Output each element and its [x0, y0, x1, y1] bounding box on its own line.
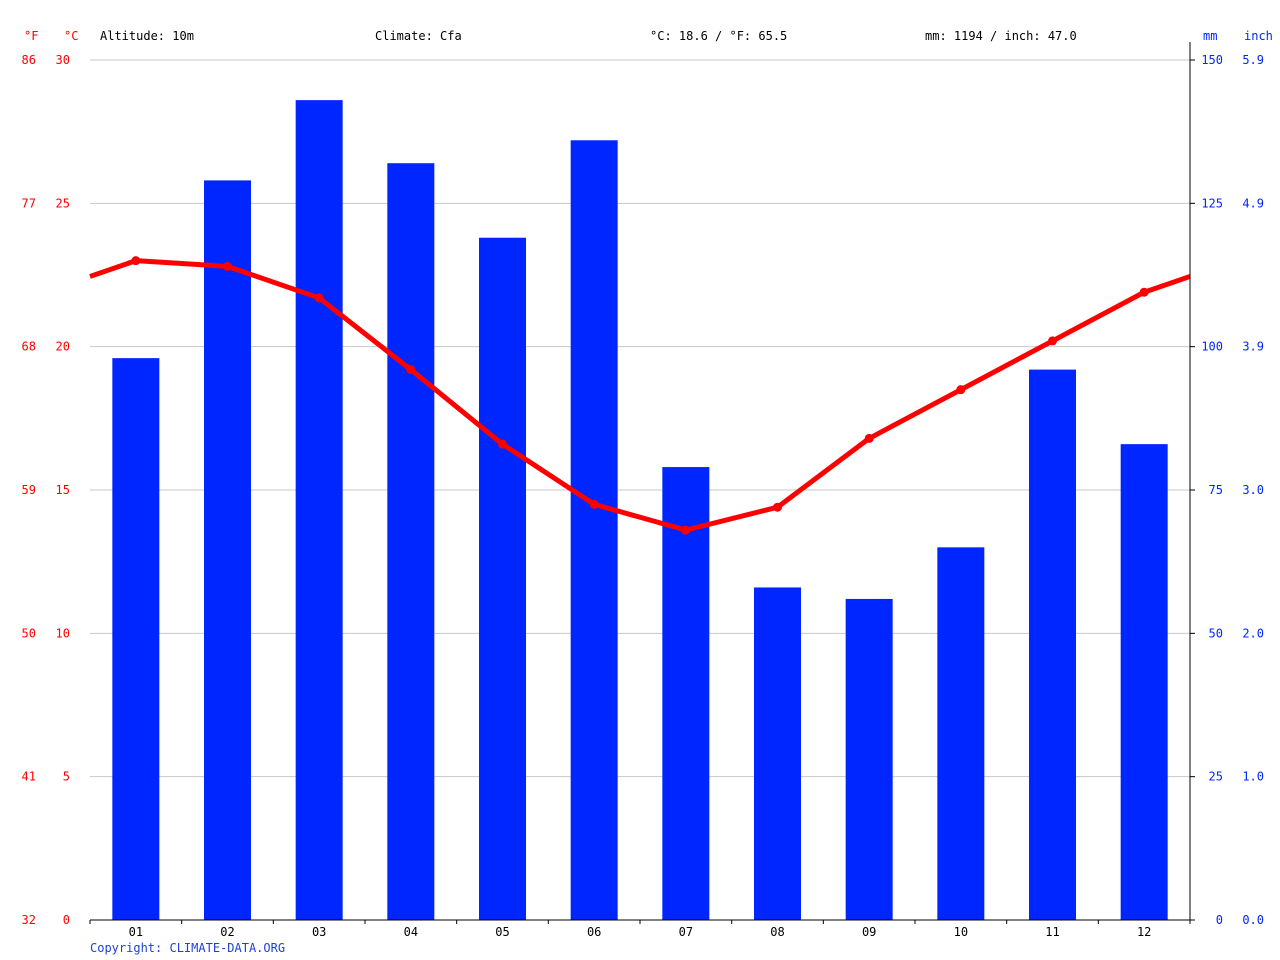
tick-label-celsius: 15 — [56, 483, 70, 497]
tick-label-celsius: 5 — [63, 770, 70, 784]
tick-label-mm: 100 — [1201, 340, 1223, 354]
temperature-point — [498, 439, 507, 449]
tick-label-fahrenheit: 77 — [22, 196, 36, 210]
unit-mm-label: mm — [1203, 29, 1217, 43]
unit-inch-label: inch — [1244, 29, 1273, 43]
precipitation-bar — [1029, 369, 1076, 921]
x-tick-label: 12 — [1137, 925, 1151, 939]
precipitation-bar — [845, 598, 893, 920]
x-tick-label: 09 — [862, 925, 876, 939]
climate-label: Climate: Cfa — [375, 29, 462, 43]
tick-label-inch: 1.0 — [1242, 770, 1264, 784]
precipitation-bar — [387, 163, 435, 920]
x-tick-label: 06 — [587, 925, 601, 939]
temperature-average-label: °C: 18.6 / °F: 65.5 — [650, 29, 787, 43]
tick-label-fahrenheit: 68 — [22, 340, 36, 354]
temperature-point — [406, 365, 416, 375]
tick-label-celsius: 10 — [56, 626, 70, 640]
unit-fahrenheit-label: °F — [24, 29, 38, 43]
temperature-series-line — [89, 258, 1191, 533]
tick-label-celsius: 30 — [56, 53, 70, 67]
precipitation-bar — [479, 237, 526, 920]
tick-label-mm: 50 — [1209, 626, 1223, 640]
temperature-point — [131, 256, 141, 266]
tick-label-celsius: 0 — [63, 913, 70, 927]
x-tick-label: 02 — [220, 925, 234, 939]
temperature-point — [956, 385, 966, 395]
temperature-point — [681, 525, 691, 535]
tick-label-inch: 0.0 — [1242, 913, 1264, 927]
temperature-point — [864, 433, 874, 443]
precipitation-bar — [112, 358, 160, 921]
temperature-point — [1139, 287, 1149, 297]
temperature-point — [223, 261, 232, 271]
temperature-point — [1048, 336, 1057, 346]
precipitation-bar — [754, 587, 801, 920]
x-tick-label: 10 — [954, 925, 968, 939]
tick-label-inch: 4.9 — [1242, 196, 1264, 210]
temperature-point — [589, 499, 599, 509]
tick-label-celsius: 25 — [56, 196, 70, 210]
x-tick-label: 01 — [129, 925, 143, 939]
tick-label-fahrenheit: 50 — [22, 626, 36, 640]
unit-celsius-label: °C — [64, 29, 78, 43]
gridlines — [90, 59, 1190, 778]
tick-label-mm: 25 — [1209, 770, 1223, 784]
x-tick-label: 05 — [495, 925, 509, 939]
tick-labels: 32 0 0 0.041 5 25 1.050 10 50 2.059 15 75 3.068 20 100… — [22, 53, 1264, 939]
tick-label-mm: 0 — [1216, 913, 1223, 927]
temperature-point — [314, 293, 324, 303]
precipitation-bar — [570, 140, 618, 920]
tick-label-celsius: 20 — [56, 340, 70, 354]
x-tick-label: 11 — [1045, 925, 1059, 939]
precipitation-bar — [662, 467, 710, 920]
tick-label-fahrenheit: 41 — [22, 770, 36, 784]
precipitation-bar — [1120, 444, 1168, 920]
altitude-label: Altitude: 10m — [100, 29, 194, 43]
precipitation-bars — [112, 100, 1168, 921]
x-tick-label: 08 — [770, 925, 784, 939]
x-tick-label: 07 — [679, 925, 693, 939]
temperature-line — [89, 256, 1191, 535]
precipitation-bar — [937, 547, 985, 920]
tick-label-fahrenheit: 59 — [22, 483, 36, 497]
x-tick-label: 04 — [404, 925, 418, 939]
tick-label-inch: 3.0 — [1242, 483, 1264, 497]
x-tick-label: 03 — [312, 925, 326, 939]
tick-label-inch: 5.9 — [1242, 53, 1264, 67]
tick-label-inch: 3.9 — [1242, 340, 1264, 354]
copyright-link[interactable]: Copyright: CLIMATE-DATA.ORG — [90, 941, 285, 955]
tick-label-mm: 150 — [1201, 53, 1223, 67]
precipitation-bar — [204, 180, 251, 920]
tick-label-fahrenheit: 86 — [22, 53, 36, 67]
axes — [89, 42, 1195, 924]
temperature-point — [773, 502, 782, 512]
tick-label-mm: 75 — [1209, 483, 1223, 497]
precipitation-bar — [295, 100, 343, 921]
tick-label-fahrenheit: 32 — [22, 913, 36, 927]
tick-label-mm: 125 — [1201, 196, 1223, 210]
precipitation-total-label: mm: 1194 / inch: 47.0 — [925, 29, 1077, 43]
tick-label-inch: 2.0 — [1242, 626, 1264, 640]
